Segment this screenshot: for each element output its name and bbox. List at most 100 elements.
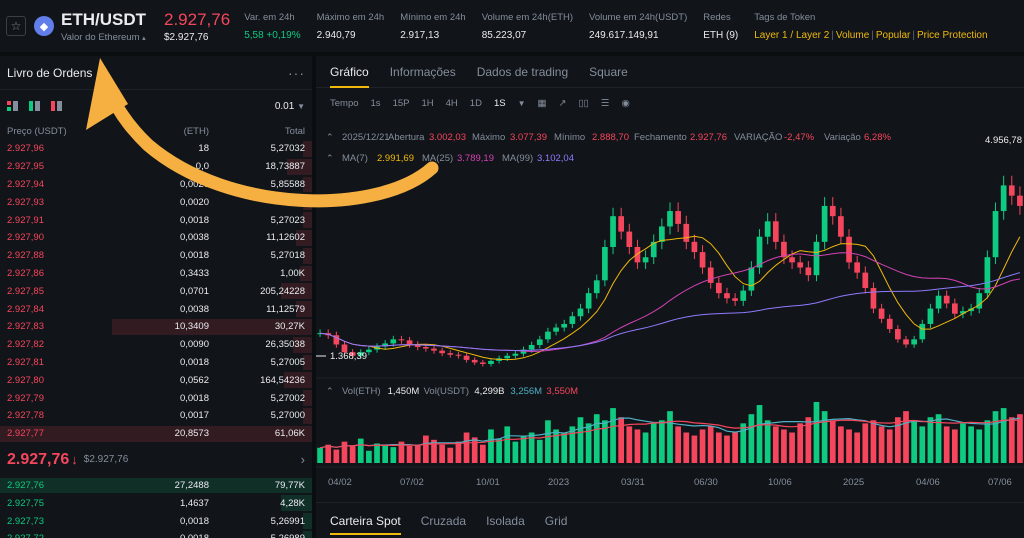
ma-line bbox=[320, 272, 1021, 352]
tab-grid[interactable]: Grid bbox=[544, 513, 568, 528]
chart-panel: Gráfico Informações Dados de trading Squ… bbox=[316, 56, 1024, 538]
interval-dropdown-icon[interactable]: ▼ bbox=[517, 98, 526, 108]
tag-price-protection[interactable]: Price Protection bbox=[916, 30, 988, 41]
ask-row[interactable]: 2.927,94 0,0020 5,85588 bbox=[0, 176, 312, 194]
cell-total: 205,24228 bbox=[260, 285, 305, 297]
tag-volume[interactable]: Volume bbox=[835, 30, 870, 41]
ask-row[interactable]: 2.927,80 0,0562 164,54236 bbox=[0, 371, 312, 389]
cell-price: 2.927,93 bbox=[7, 196, 44, 208]
view-asks-icon[interactable] bbox=[51, 101, 62, 111]
ohlc-info: 2.888,70 bbox=[592, 132, 629, 143]
ohlc-info: 3.077,39 bbox=[510, 132, 547, 143]
ask-row[interactable]: 2.927,83 10,3409 30,27K bbox=[0, 318, 312, 336]
bid-row[interactable]: 2.927,76 27,2488 79,77K bbox=[0, 477, 312, 495]
tab-chart[interactable]: Gráfico bbox=[330, 56, 369, 88]
cell-amount: 0,0018 bbox=[117, 533, 209, 538]
volume-bar bbox=[911, 420, 917, 463]
candle-body bbox=[919, 323, 926, 340]
depth-bar bbox=[302, 247, 312, 264]
volume-bar bbox=[992, 411, 999, 463]
main-tabs: Gráfico Informações Dados de trading Squ… bbox=[316, 56, 1024, 88]
volume-bar bbox=[349, 445, 356, 463]
cell-total: 18,73887 bbox=[265, 161, 305, 173]
stat-value: 2.940,79 bbox=[316, 30, 356, 41]
ask-row[interactable]: 2.927,82 0,0090 26,35038 bbox=[0, 336, 312, 354]
ask-row[interactable]: 2.927,93 0,0020 bbox=[0, 193, 312, 211]
interval-1s-week[interactable]: 1S bbox=[493, 97, 506, 109]
ask-row[interactable]: 2.927,95 0,0 18,73887 bbox=[0, 158, 312, 176]
ask-row[interactable]: 2.927,86 0,3433 1,00K bbox=[0, 265, 312, 283]
volume-bar bbox=[390, 447, 397, 463]
favorite-star-icon[interactable]: ☆ bbox=[6, 16, 26, 36]
candle-body bbox=[585, 293, 592, 309]
indicator-icon[interactable]: ↗ bbox=[558, 97, 567, 109]
cell-price: 2.927,88 bbox=[7, 250, 44, 262]
ask-row[interactable]: 2.927,81 0,0018 5,27005 bbox=[0, 354, 312, 372]
candle-body bbox=[911, 339, 917, 345]
ask-row[interactable]: 2.927,78 0,0017 5,27000 bbox=[0, 407, 312, 425]
cell-total: 79,77K bbox=[274, 479, 305, 491]
candle-body bbox=[650, 241, 657, 258]
candle-body bbox=[821, 205, 828, 242]
ask-row[interactable]: 2.927,91 0,0018 5,27023 bbox=[0, 211, 312, 229]
candle-body bbox=[447, 353, 454, 355]
pair-subtitle[interactable]: Valor do Ethereum ▴ bbox=[61, 31, 146, 43]
ask-row[interactable]: 2.927,88 0,0018 5,27018 bbox=[0, 247, 312, 265]
view-both-icon[interactable] bbox=[7, 101, 18, 111]
candle-body bbox=[943, 295, 950, 304]
ask-row[interactable]: 2.927,77 20,8573 61,06K bbox=[0, 425, 312, 443]
ohlc-info: -2,47% bbox=[784, 132, 815, 143]
ask-row[interactable]: 2.927,96 18 5,27032 bbox=[0, 140, 312, 158]
precision-select[interactable]: 0.01 ▼ bbox=[274, 100, 305, 112]
candle-body bbox=[431, 348, 437, 351]
candle-body bbox=[878, 308, 885, 319]
vol-value: 3,550M bbox=[546, 386, 578, 397]
interval-4h[interactable]: 4H bbox=[445, 97, 458, 109]
tab-square[interactable]: Square bbox=[589, 64, 628, 79]
chevron-right-icon[interactable]: › bbox=[300, 452, 305, 468]
ma-value: 3.102,04 bbox=[537, 153, 574, 164]
calendar-icon[interactable]: ▦ bbox=[537, 97, 547, 109]
stat-networks[interactable]: Redes ETH (9) bbox=[703, 11, 738, 41]
tag-popular[interactable]: Popular bbox=[875, 30, 911, 41]
volume-bar bbox=[960, 423, 966, 463]
bid-row[interactable]: 2.927,73 0,0018 5,26991 bbox=[0, 512, 312, 530]
ask-row[interactable]: 2.927,84 0,0038 11,12579 bbox=[0, 300, 312, 318]
ask-row[interactable]: 2.927,85 0,0701 205,24228 bbox=[0, 282, 312, 300]
tab-trading-data[interactable]: Dados de trading bbox=[476, 64, 569, 79]
ask-row[interactable]: 2.927,79 0,0018 5,27002 bbox=[0, 389, 312, 407]
tag-layer[interactable]: Layer 1 / Layer 2 bbox=[754, 30, 830, 41]
more-options-icon[interactable]: ··· bbox=[288, 64, 305, 81]
settings-icon[interactable]: ☰ bbox=[600, 97, 610, 109]
pair-block: ETH/USDT Valor do Ethereum ▴ bbox=[61, 10, 146, 43]
volume-bar bbox=[886, 429, 893, 463]
bid-row[interactable]: 2.927,75 1,4637 4,28K bbox=[0, 494, 312, 512]
record-icon[interactable]: ◉ bbox=[621, 97, 630, 109]
cell-price: 2.927,86 bbox=[7, 267, 44, 279]
volume-bar bbox=[1000, 408, 1007, 463]
candle-type-icon[interactable]: ▯▯ bbox=[578, 97, 589, 109]
interval-1h[interactable]: 1H bbox=[421, 97, 434, 109]
volume-bar bbox=[488, 429, 494, 463]
volume-bar bbox=[821, 411, 828, 463]
tab-cross[interactable]: Cruzada bbox=[420, 513, 467, 528]
tab-isolated[interactable]: Isolada bbox=[486, 513, 525, 528]
interval-1d[interactable]: 1D bbox=[469, 97, 482, 109]
tab-spot-wallet[interactable]: Carteira Spot bbox=[330, 503, 401, 538]
interval-15p[interactable]: 15P bbox=[392, 97, 410, 109]
cell-total: 5,27005 bbox=[270, 356, 305, 368]
ask-row[interactable]: 2.927,90 0,0038 11,12602 bbox=[0, 229, 312, 247]
view-bids-icon[interactable] bbox=[29, 101, 40, 111]
cell-amount: 0,0038 bbox=[179, 232, 209, 244]
pair-name[interactable]: ETH/USDT bbox=[61, 9, 146, 29]
volume-bar bbox=[553, 429, 559, 463]
stat-high-24h: Máximo em 24h 2.940,79 bbox=[317, 11, 385, 41]
volume-bar bbox=[756, 405, 763, 463]
interval-1s[interactable]: 1s bbox=[370, 97, 381, 109]
stat-change-24h: Var. em 24h 5,58 +0,19% bbox=[244, 11, 300, 41]
max-price-label: 4.956,78 bbox=[985, 135, 1022, 146]
volume-bar bbox=[870, 420, 877, 463]
tab-info[interactable]: Informações bbox=[389, 64, 456, 79]
